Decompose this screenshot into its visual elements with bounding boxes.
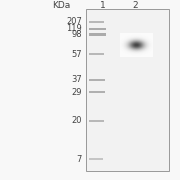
Bar — [89, 158, 103, 160]
Bar — [89, 33, 106, 36]
Text: 1: 1 — [100, 1, 105, 10]
Text: 207: 207 — [66, 17, 82, 26]
Bar — [89, 78, 105, 80]
Text: 37: 37 — [71, 75, 82, 84]
Text: 119: 119 — [66, 24, 82, 33]
Bar — [89, 28, 106, 30]
Bar — [86, 9, 169, 171]
Bar — [89, 53, 104, 55]
Text: 2: 2 — [132, 1, 138, 10]
Text: 7: 7 — [76, 155, 82, 164]
Text: 57: 57 — [71, 50, 82, 59]
Text: 98: 98 — [71, 30, 82, 39]
Bar — [89, 120, 104, 122]
Bar — [89, 91, 105, 93]
Text: 20: 20 — [71, 116, 82, 125]
Bar — [89, 21, 104, 22]
Text: 29: 29 — [71, 88, 82, 97]
Text: KDa: KDa — [52, 1, 70, 10]
